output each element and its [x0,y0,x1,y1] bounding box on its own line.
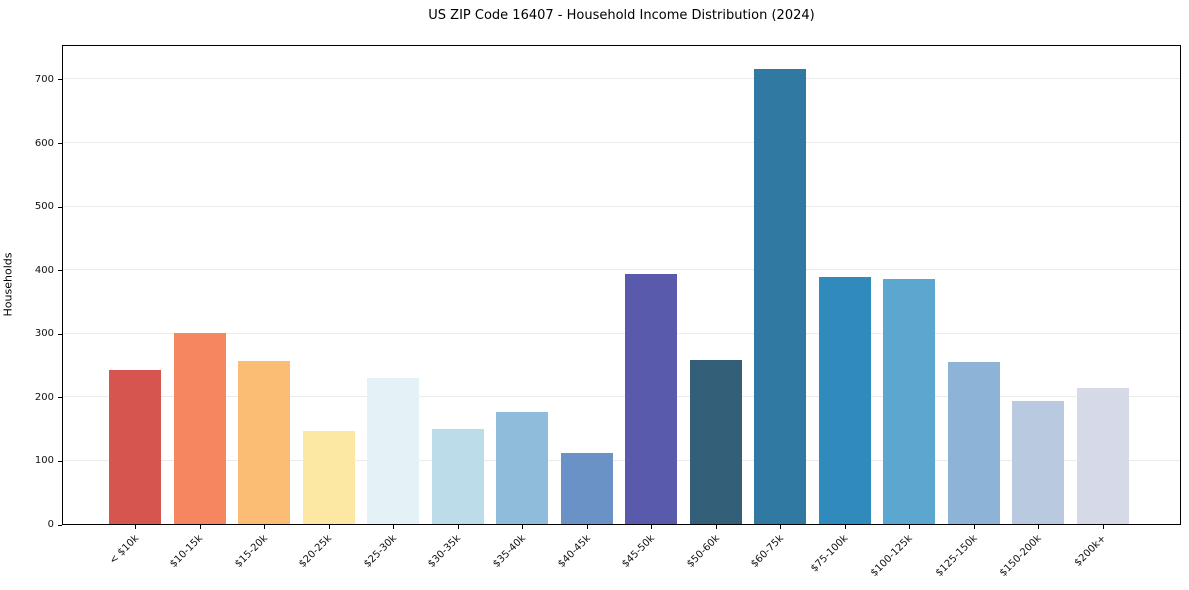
x-tick-label: $100-125k [869,533,916,579]
bar-$150-200k [1012,400,1065,524]
x-tick-mark [264,525,266,529]
x-tick-label: $125-150k [933,533,980,579]
x-tick-mark [199,525,201,529]
y-tick-label: 100 [34,455,54,467]
y-tick-mark [58,143,62,145]
x-tick-mark [393,525,395,529]
x-tick-label: $45-50k [620,533,658,570]
x-tick-mark [586,525,588,529]
x-tick-mark [715,525,717,529]
y-tick-mark [58,524,62,526]
bar-< $10k [109,369,161,524]
x-tick-mark [1038,525,1040,529]
x-tick-mark [909,525,911,529]
bar-$15-20k [238,361,291,524]
y-tick-label: 600 [34,137,54,149]
y-tick-mark [58,79,62,81]
bar-$30-35k [431,429,484,524]
x-tick-label: $15-20k [232,533,270,570]
chart-title: US ZIP Code 16407 - Household Income Dis… [428,8,815,23]
x-tick-mark [651,525,653,529]
x-tick-mark [1102,525,1104,529]
x-tick-label: $30-35k [426,533,464,570]
bar-$45-50k [625,274,678,524]
bar-$20-25k [302,431,355,524]
x-tick-label: $40-45k [555,533,593,570]
x-tick-label: $200k+ [1072,533,1109,569]
gridline [63,332,1180,334]
y-axis-label: Households [1,252,15,317]
gridline [63,396,1180,398]
bar-$10-15k [173,333,226,524]
y-tick-label: 300 [34,328,54,340]
bar-$100-125k [883,278,936,524]
x-tick-label: $35-40k [491,533,528,570]
y-tick-label: 700 [34,73,54,85]
y-tick-label: 400 [34,264,54,276]
gridline [63,142,1180,144]
gridline [63,205,1180,207]
gridline [63,269,1180,271]
bar-$25-30k [367,378,420,524]
bar-$75-100k [818,276,871,524]
bar-$60-75k [754,68,807,524]
y-tick-mark [58,270,62,272]
x-tick-label: $50-60k [684,533,722,570]
bar-$200k+ [1076,387,1129,524]
y-tick-label: 500 [34,201,54,213]
y-tick-mark [58,460,62,462]
x-tick-mark [457,525,459,529]
y-tick-mark [58,206,62,208]
bar-$50-60k [689,359,742,524]
x-tick-label: < $10k [107,533,141,567]
gridline [63,459,1180,461]
x-tick-label: $150-200k [998,533,1045,579]
x-tick-mark [973,525,975,529]
plot-area [62,45,1181,525]
x-tick-label: $60-75k [749,533,787,570]
x-tick-mark [328,525,330,529]
y-tick-mark [58,397,62,399]
bar-$40-45k [560,452,613,524]
x-tick-label: $20-25k [297,533,335,570]
bar-$35-40k [496,412,549,524]
y-tick-mark [58,333,62,335]
gridline [63,78,1180,80]
x-tick-mark [135,525,136,529]
y-tick-label: 200 [34,391,54,403]
x-tick-mark [522,525,524,529]
x-tick-mark [780,525,782,529]
x-tick-label: $75-100k [809,533,851,575]
x-tick-label: $10-15k [168,533,206,570]
x-tick-label: $25-30k [361,533,399,570]
y-tick-label: 0 [47,519,54,530]
bar-$125-150k [947,361,1000,524]
x-tick-mark [844,525,846,529]
